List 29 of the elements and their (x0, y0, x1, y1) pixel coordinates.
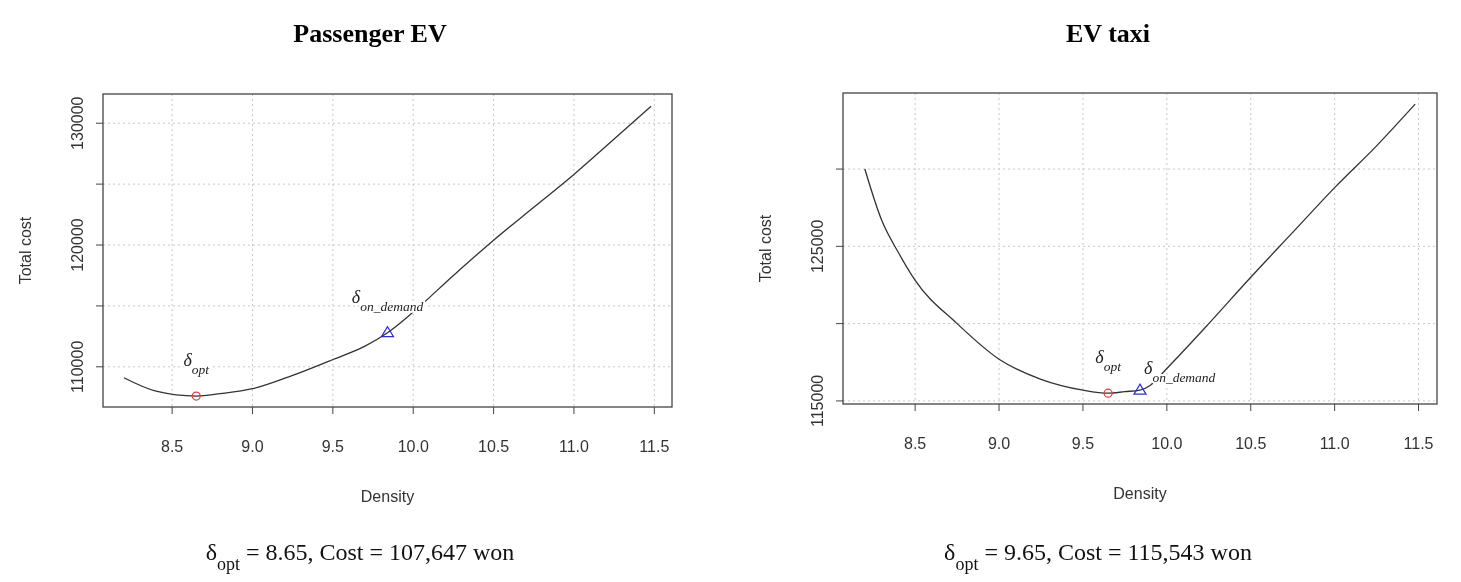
y-axis-title: Total cost (757, 214, 774, 283)
y-tick-label: 115000 (809, 374, 826, 428)
x-tick-label: 9.5 (1071, 435, 1095, 452)
x-tick-label: 11.5 (639, 438, 670, 455)
x-axis-title: Density (360, 488, 415, 505)
x-tick-label: 10.5 (1235, 435, 1267, 452)
chart-title: Passenger EV (293, 19, 447, 48)
y-tick-label: 125000 (809, 219, 826, 274)
x-tick-label: 8.5 (160, 438, 184, 455)
y-tick-label: 130000 (69, 96, 86, 150)
x-tick-label: 9.5 (321, 438, 345, 455)
text: δ$_{opt}$ = 9.65, Cost = 115,543 won (944, 539, 1252, 574)
annotation: δ$_{opt}$ (183, 350, 211, 377)
annotation: δ$_{opt}$ (1095, 347, 1123, 374)
y-tick-label: 110000 (69, 340, 86, 393)
x-tick-label: 10.0 (397, 438, 429, 455)
x-tick-label: 11.0 (558, 438, 590, 455)
chart-title: EV taxi (1065, 19, 1151, 48)
x-tick-label: 9.0 (987, 435, 1011, 452)
x-tick-label: 11.5 (1403, 435, 1434, 452)
x-tick-label: 8.5 (904, 435, 927, 452)
y-axis-title: Total cost (17, 216, 34, 285)
x-tick-label: 9.0 (241, 438, 264, 455)
text: δ$_{opt}$ = 8.65, Cost = 107,647 won (205, 539, 515, 574)
x-axis-title: Density (1113, 485, 1167, 502)
x-tick-label: 10.5 (478, 438, 510, 455)
x-tick-label: 10.0 (1151, 435, 1183, 452)
x-tick-label: 11.0 (1319, 435, 1350, 452)
y-tick-label: 120000 (69, 218, 86, 272)
